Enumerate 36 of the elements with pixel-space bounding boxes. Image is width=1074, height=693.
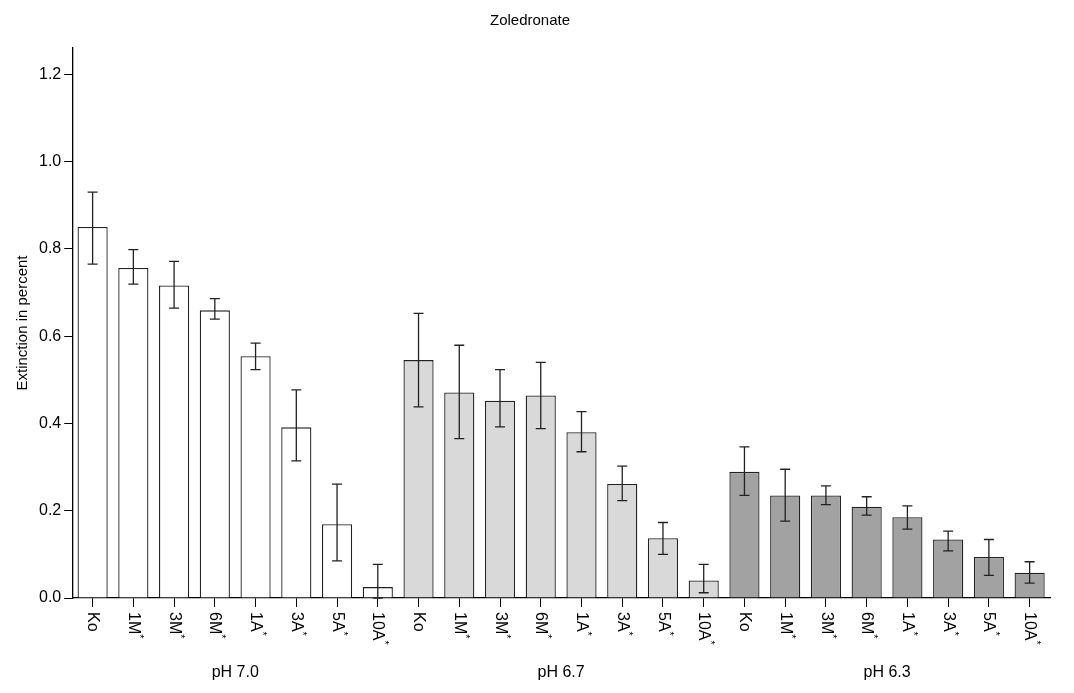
x-tick-label: 6M*	[207, 612, 228, 640]
y-axis-title: Extinction in percent	[13, 254, 31, 391]
y-tick-label: 0.2	[38, 501, 62, 519]
x-tick-label: 5A*	[329, 612, 351, 637]
x-tick-label: Ko	[85, 612, 103, 632]
x-tick-label: Ko	[737, 612, 755, 632]
x-tick-label: 3M*	[492, 612, 513, 640]
x-tick-label: 1A*	[900, 612, 921, 637]
x-tick-label: Ko	[411, 612, 429, 632]
y-tick-label: 0.6	[38, 326, 62, 344]
x-tick-label: 1M*	[777, 612, 799, 640]
text: pH 6.7	[537, 663, 585, 681]
chart-title: Zoledronate	[489, 11, 571, 29]
y-tick-label: 1.0	[38, 151, 62, 169]
x-tick-label: 10A*	[1022, 612, 1043, 646]
x-tick-label: 1A*	[574, 612, 595, 637]
x-tick-label: 1M*	[125, 612, 147, 640]
x-tick-label: 5A*	[655, 612, 676, 637]
x-tick-label: 10A*	[696, 612, 717, 646]
y-tick-label: 0.0	[38, 588, 62, 606]
x-tick-label: 1M*	[451, 612, 473, 640]
x-tick-label: 3M*	[818, 612, 839, 640]
y-tick-label: 1.2	[38, 64, 62, 82]
x-tick-label: 3A*	[614, 612, 636, 637]
y-tick-label: 0.4	[38, 413, 62, 431]
x-tick-label: 1A*	[248, 612, 269, 637]
y-tick-label: 0.8	[38, 239, 62, 257]
x-tick-label: 6M*	[533, 612, 554, 640]
x-tick-label: 6M*	[859, 612, 880, 640]
x-tick-label: 3A*	[940, 612, 962, 637]
x-tick-label: 5A*	[981, 612, 1002, 637]
x-tick-label: 10A*	[370, 612, 391, 646]
x-tick-label: 3M*	[166, 612, 188, 640]
text: pH 6.3	[863, 663, 911, 681]
text: pH 7.0	[211, 663, 259, 681]
x-tick-label: 3A*	[288, 612, 310, 637]
